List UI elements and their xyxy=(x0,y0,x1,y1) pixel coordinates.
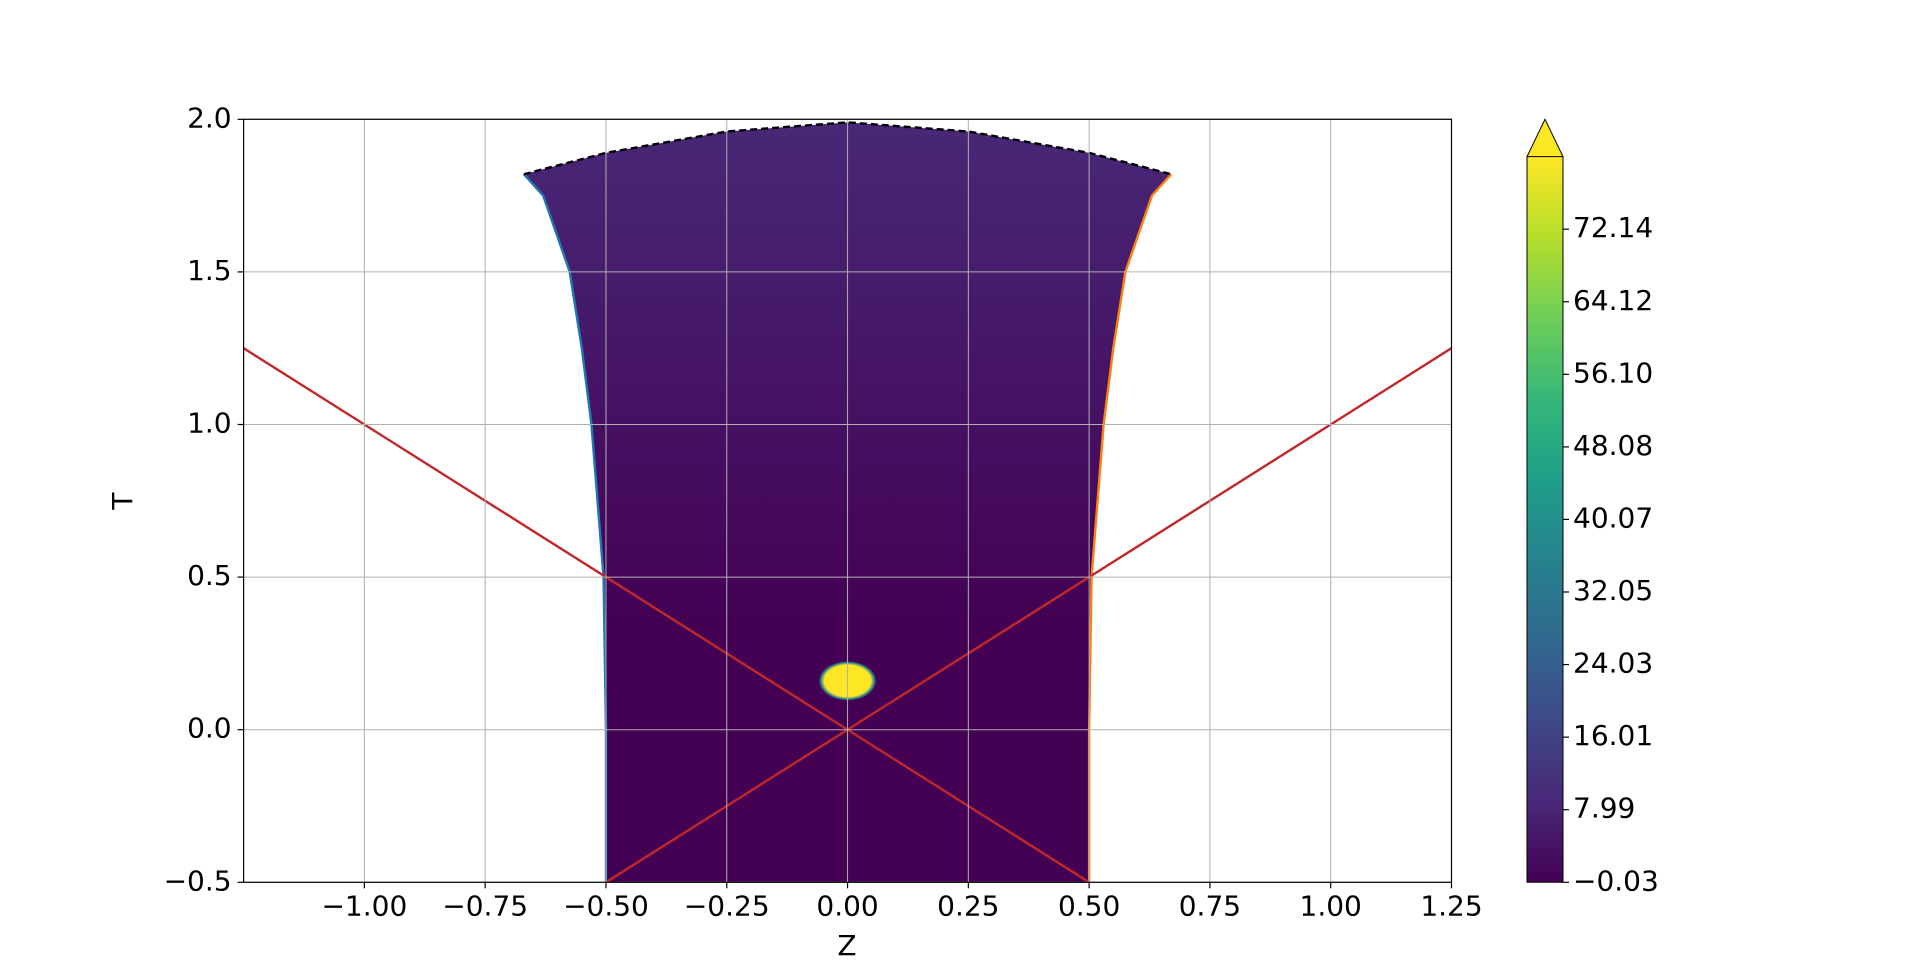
colorbar-tick-label: 24.03 xyxy=(1573,647,1653,680)
x-axis-label: Z xyxy=(837,929,856,962)
colorbar xyxy=(1527,156,1563,883)
colorbar-tick-label: 7.99 xyxy=(1573,792,1635,825)
y-tick-label: −0.5 xyxy=(164,864,232,897)
x-tick-label: −0.25 xyxy=(684,889,770,922)
x-tick-label: 1.25 xyxy=(1420,889,1482,922)
x-tick-label: 0.00 xyxy=(816,889,878,922)
colorbar-tick-label: 72.14 xyxy=(1573,211,1653,244)
colorbar-tick-label: 48.08 xyxy=(1573,429,1653,462)
curve xyxy=(605,347,1452,882)
x-tick-label: −1.00 xyxy=(321,889,407,922)
x-tick-label: 0.50 xyxy=(1058,889,1120,922)
x-tick-label: 0.75 xyxy=(1179,889,1241,922)
y-tick-label: 2.0 xyxy=(187,101,232,134)
x-tick-label: −0.75 xyxy=(442,889,528,922)
y-tick-label: 1.0 xyxy=(187,407,232,440)
colorbar-tick-label: 32.05 xyxy=(1573,574,1653,607)
curve xyxy=(244,347,1090,882)
y-axis-label: T xyxy=(106,492,139,511)
colorbar-tick-label: 64.12 xyxy=(1573,284,1653,317)
y-tick-label: 0.0 xyxy=(187,712,232,745)
y-tick-label: 0.5 xyxy=(187,559,232,592)
colorbar-tick-label: −0.03 xyxy=(1573,864,1659,897)
x-tick-label: 0.25 xyxy=(937,889,999,922)
x-tick-label: −0.50 xyxy=(563,889,649,922)
colorbar-extend xyxy=(1526,118,1564,158)
x-tick-label: 1.00 xyxy=(1300,889,1362,922)
colorbar-tick-label: 40.07 xyxy=(1573,501,1653,534)
colorbar-tick-label: 16.01 xyxy=(1573,719,1653,752)
colorbar-tick-label: 56.10 xyxy=(1573,356,1653,389)
y-tick-label: 1.5 xyxy=(187,254,232,287)
